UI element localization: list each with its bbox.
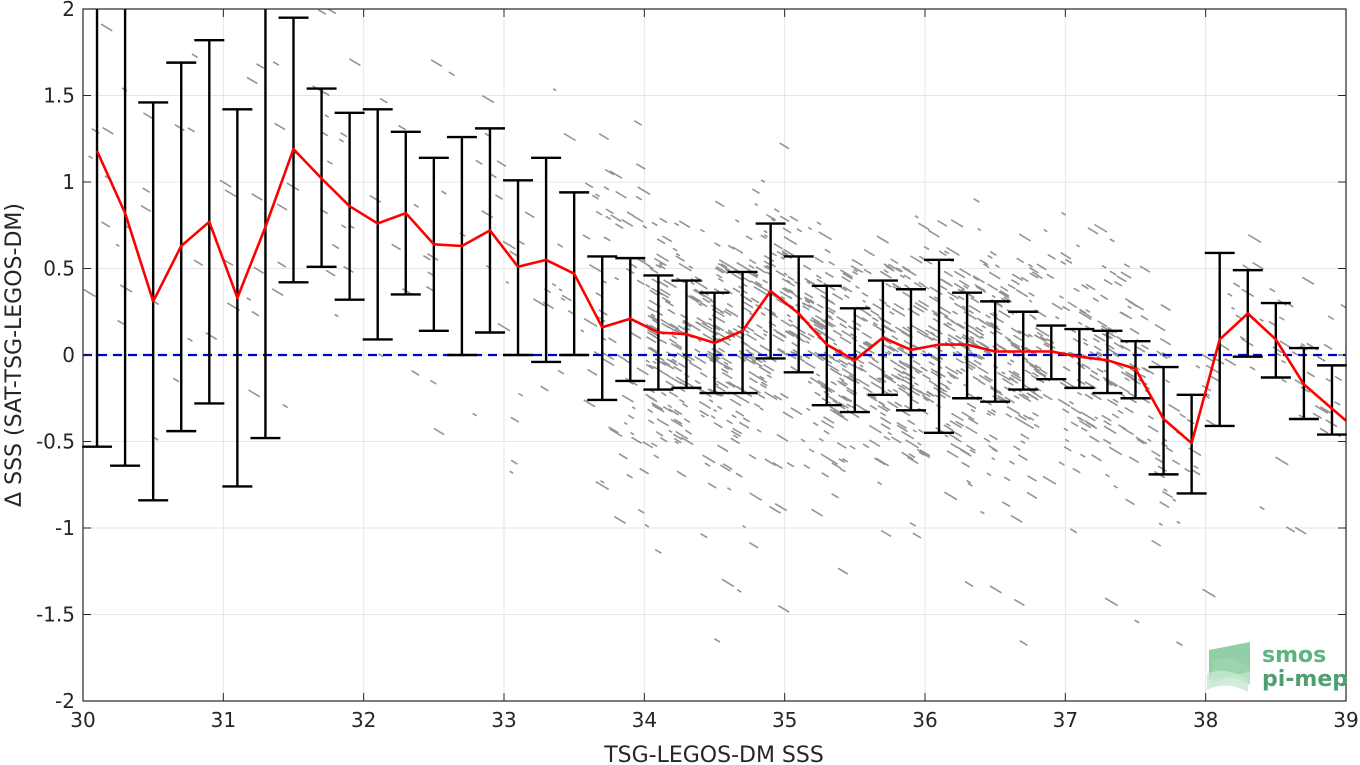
error-bar (1148, 365, 1179, 476)
error-bar (1092, 329, 1123, 395)
logo-line1: smos (1262, 643, 1326, 668)
scatter-cloud (83, 9, 1346, 647)
error-bar (727, 270, 758, 395)
y-tick-label: 1.5 (43, 84, 75, 108)
x-tick-label: 37 (1053, 708, 1078, 732)
x-tick-label: 39 (1333, 708, 1358, 732)
scatter-points (83, 9, 1346, 647)
error-bar (110, 9, 141, 467)
mean-line (95, 147, 1347, 445)
x-tick-label: 36 (912, 708, 937, 732)
y-tick-label: -1 (55, 516, 75, 540)
x-axis-label: TSG-LEGOS-DM SSS (603, 743, 824, 765)
error-bar (1064, 327, 1095, 390)
y-tick-label: 1 (62, 170, 75, 194)
y-tick-label: 0.5 (43, 257, 75, 281)
x-tick-label: 38 (1193, 708, 1218, 732)
x-tick-label: 30 (70, 708, 95, 732)
y-axis-label: Δ SSS (SAT-TSG-LEGOS-DM) (2, 203, 27, 507)
y-tick-label: -1.5 (36, 603, 75, 627)
y-tick-label: 0 (62, 343, 75, 367)
x-tick-label: 35 (772, 708, 797, 732)
x-tick-label: 33 (491, 708, 516, 732)
x-ticks: 30 31 32 33 34 35 36 37 38 39 (70, 9, 1359, 732)
error-bar (1316, 364, 1347, 436)
logo-line2: pi-mep (1262, 667, 1348, 692)
mean-difference-line (95, 147, 1347, 445)
y-tick-label: -2 (55, 689, 75, 713)
x-tick-label: 34 (632, 708, 657, 732)
x-tick-label: 32 (351, 708, 376, 732)
smos-pi-mep-logo: smos pi-mep (1207, 642, 1348, 692)
y-ticks: -2 -1.5 -1 -0.5 0 0.5 1 1.5 2 (36, 0, 1346, 713)
y-tick-label: 2 (62, 0, 75, 21)
error-bar (82, 9, 113, 448)
y-tick-label: -0.5 (36, 430, 75, 454)
x-tick-label: 31 (211, 708, 236, 732)
error-bar (924, 258, 955, 435)
